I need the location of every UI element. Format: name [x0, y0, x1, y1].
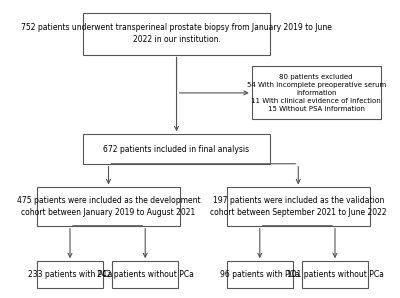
Text: 752 patients underwent transperineal prostate biopsy from January 2019 to June
2: 752 patients underwent transperineal pro…	[21, 24, 332, 44]
Text: 101 patients without PCa: 101 patients without PCa	[286, 270, 384, 279]
FancyBboxPatch shape	[37, 261, 103, 288]
Text: 96 patients with PCa: 96 patients with PCa	[220, 270, 300, 279]
Text: 475 patients were included as the development
cohort between January 2019 to Aug: 475 patients were included as the develo…	[17, 196, 200, 217]
FancyBboxPatch shape	[112, 261, 178, 288]
FancyBboxPatch shape	[84, 13, 270, 55]
FancyBboxPatch shape	[84, 134, 270, 164]
FancyBboxPatch shape	[227, 261, 293, 288]
Text: 80 patients excluded
54 With incomplete preoperative serum
information
11 With c: 80 patients excluded 54 With incomplete …	[246, 74, 386, 112]
FancyBboxPatch shape	[37, 187, 180, 226]
FancyBboxPatch shape	[302, 261, 368, 288]
Text: 242 patients without PCa: 242 patients without PCa	[97, 270, 194, 279]
Text: 672 patients included in final analysis: 672 patients included in final analysis	[104, 145, 250, 153]
FancyBboxPatch shape	[252, 66, 381, 119]
FancyBboxPatch shape	[227, 187, 370, 226]
Text: 233 patients with PCa: 233 patients with PCa	[28, 270, 112, 279]
Text: 197 patients were included as the validation
cohort between September 2021 to Ju: 197 patients were included as the valida…	[210, 196, 386, 217]
